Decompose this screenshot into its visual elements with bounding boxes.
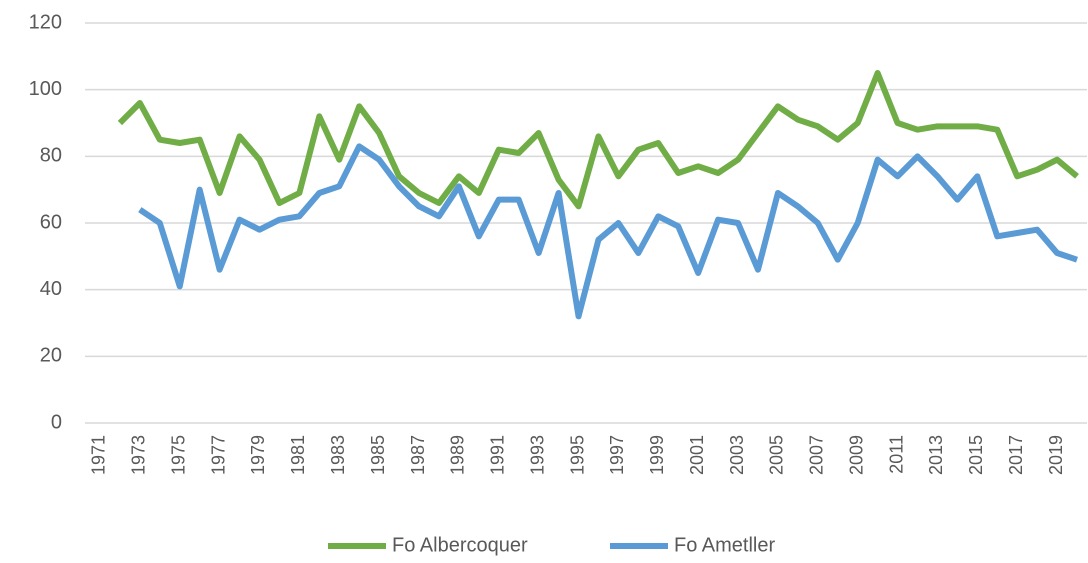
y-tick-label: 20 — [40, 345, 62, 367]
x-tick-label: 1979 — [248, 435, 268, 475]
x-tick-label: 1989 — [448, 435, 468, 475]
legend-label: Fo Albercoquer — [392, 534, 528, 556]
x-tick-label: 1985 — [368, 435, 388, 475]
y-tick-label: 100 — [29, 78, 62, 100]
x-tick-label: 2007 — [807, 435, 827, 475]
legend: Fo Albercoquer Fo Ametller — [328, 534, 775, 556]
legend-label: Fo Ametller — [674, 534, 775, 556]
x-tick-label: 1997 — [607, 435, 627, 475]
x-tick-label: 1977 — [208, 435, 228, 475]
x-tick-label: 1999 — [647, 435, 667, 475]
x-tick-label: 2005 — [767, 435, 787, 475]
x-tick-label: 2001 — [687, 435, 707, 475]
series-line — [138, 143, 1078, 320]
x-tick-label: 2015 — [966, 435, 986, 475]
x-tick-label: 2011 — [886, 435, 906, 474]
y-tick-label: 80 — [40, 145, 62, 167]
series-line — [117, 70, 1079, 210]
x-tick-label: 1995 — [567, 435, 587, 475]
y-tick-label: 60 — [40, 211, 62, 233]
y-tick-label: 40 — [40, 278, 62, 300]
x-tick-label: 1973 — [129, 435, 149, 475]
x-tick-label: 1971 — [89, 435, 109, 475]
x-tick-label: 1983 — [328, 435, 348, 475]
x-tick-label: 1981 — [288, 435, 308, 475]
x-tick-label: 2013 — [926, 435, 946, 475]
x-tick-label: 2017 — [1006, 435, 1026, 475]
x-tick-label: 2003 — [727, 435, 747, 475]
y-tick-label: 120 — [29, 11, 62, 33]
x-tick-label: 2019 — [1046, 435, 1066, 475]
x-tick-label: 1993 — [527, 435, 547, 475]
x-tick-label: 1987 — [408, 435, 428, 475]
y-tick-label: 0 — [51, 411, 62, 433]
x-tick-label: 1991 — [488, 435, 508, 475]
x-tick-label: 1975 — [168, 435, 188, 475]
x-tick-label: 2009 — [846, 435, 866, 475]
